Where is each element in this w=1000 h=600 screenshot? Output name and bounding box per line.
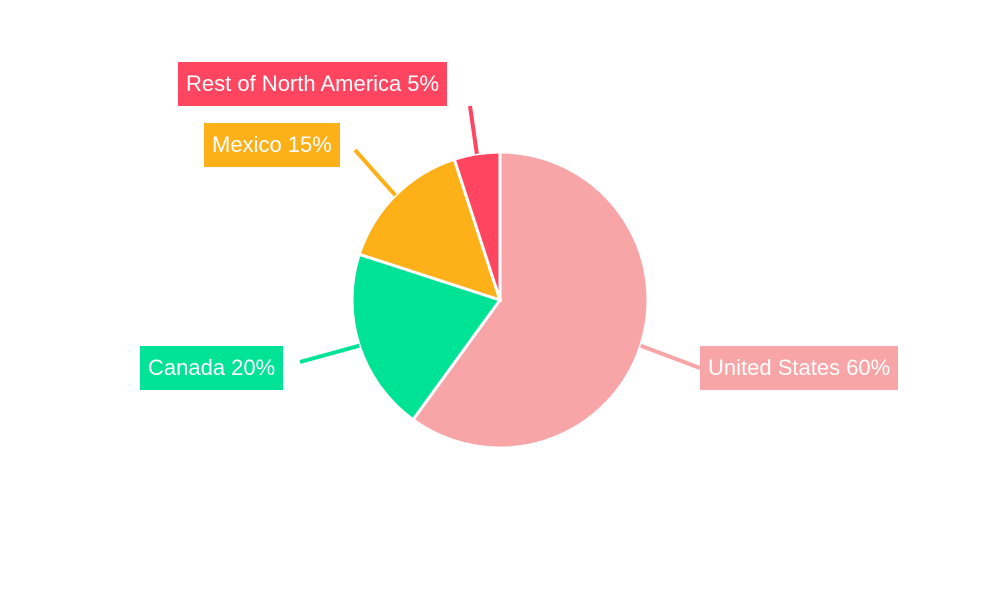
slice-rest-of-north-america xyxy=(452,150,502,301)
slice-canada xyxy=(350,252,503,422)
leader-line xyxy=(640,343,701,370)
leader-line xyxy=(353,148,397,197)
leader-line xyxy=(299,343,360,364)
label-rest-of-north-america: Rest of North America 5% xyxy=(178,62,448,106)
slice-united-states xyxy=(410,150,650,450)
leader-line xyxy=(468,105,479,155)
leader-lines xyxy=(299,105,701,370)
label-united-states: United States 60% xyxy=(700,346,899,390)
label-mexico: Mexico 15% xyxy=(204,123,340,167)
pie-slices xyxy=(350,150,650,450)
label-canada: Canada 20% xyxy=(140,346,284,390)
